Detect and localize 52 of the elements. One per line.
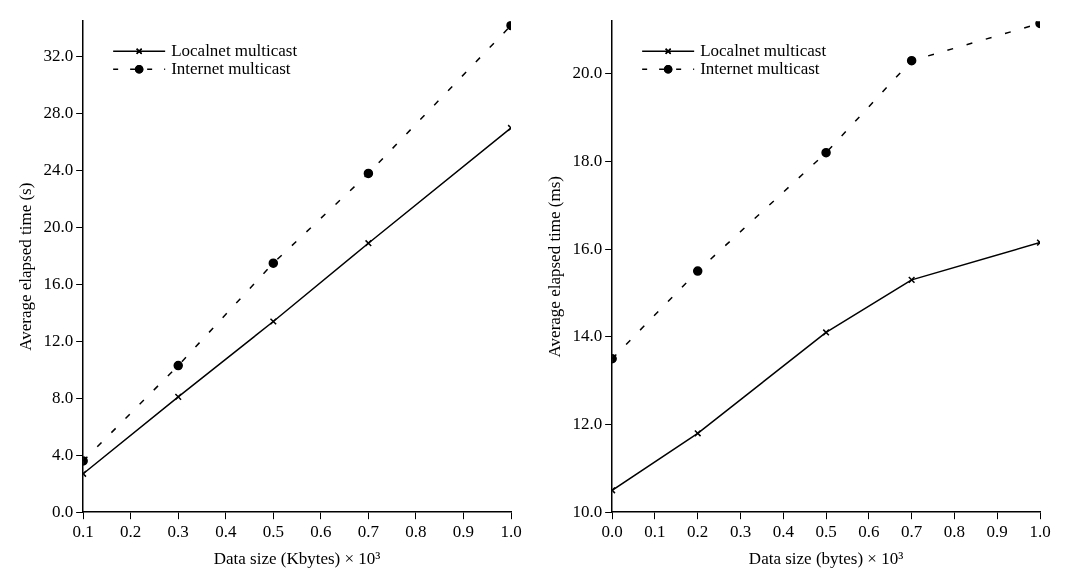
x-tick-label: 0.1 [72, 521, 94, 541]
y-tick-label: 32.0 [43, 46, 74, 66]
x-tick-label: 0.3 [729, 521, 752, 541]
y-axis-title: Average elapsed time (ms) [544, 175, 564, 358]
legend-label: Internet multicast [700, 58, 820, 78]
y-tick-label: 18.0 [572, 150, 603, 170]
y-tick-label: 10.0 [572, 501, 603, 521]
x-tick-label: 0.8 [405, 521, 427, 541]
point [692, 266, 703, 276]
y-tick-label: 0.0 [51, 501, 74, 521]
x-tick-label: 0.6 [858, 521, 880, 541]
x-tick-label: 0.5 [262, 521, 284, 541]
y-tick-label: 4.0 [51, 444, 74, 464]
y-axis-title: Average elapsed time (s) [15, 182, 35, 351]
x-tick-label: 0.2 [120, 521, 142, 541]
point [822, 328, 830, 337]
point [906, 55, 917, 66]
legend-label: Localnet multicast [700, 40, 827, 60]
y-tick-label: 20.0 [572, 63, 603, 83]
x-tick-label: 0.8 [943, 521, 966, 541]
x-axis-title: Data size (bytes) × 10³ [748, 549, 904, 569]
y-tick-label: 12.0 [572, 413, 603, 433]
y-tick-label: 20.0 [43, 217, 74, 237]
y-tick-label: 8.0 [51, 387, 74, 407]
legend-label: Internet multicast [171, 58, 291, 78]
x-tick-label: 1.0 [500, 521, 522, 541]
x-tick-label: 0.4 [215, 521, 237, 541]
y-tick-label: 24.0 [43, 160, 74, 180]
y-tick-label: 28.0 [43, 103, 74, 123]
x-tick-label: 0.5 [815, 521, 837, 541]
y-tick-label: 16.0 [43, 273, 74, 293]
point [694, 429, 702, 437]
y-tick-label: 12.0 [43, 330, 74, 350]
x-tick-label: 0.7 [901, 521, 923, 541]
x-tick-label: 0.3 [167, 521, 189, 541]
point [268, 258, 279, 268]
y-tick-label: 16.0 [572, 238, 603, 258]
point [173, 360, 183, 371]
point [363, 168, 374, 179]
legend-label: Localnet multicast [171, 40, 298, 60]
x-axis-title: Data size (Kbytes) × 10³ [213, 549, 381, 569]
x-tick-label: 0.0 [601, 521, 623, 541]
x-tick-label: 0.9 [986, 521, 1008, 541]
x-tick-label: 1.0 [1029, 521, 1051, 541]
point [821, 147, 831, 158]
x-tick-label: 0.2 [687, 521, 709, 541]
x-tick-label: 0.1 [644, 521, 666, 541]
x-tick-label: 0.6 [310, 521, 332, 541]
x-tick-label: 0.7 [357, 521, 380, 541]
y-tick-label: 14.0 [572, 326, 603, 346]
x-tick-label: 0.9 [452, 521, 475, 541]
x-tick-label: 0.4 [772, 521, 795, 541]
